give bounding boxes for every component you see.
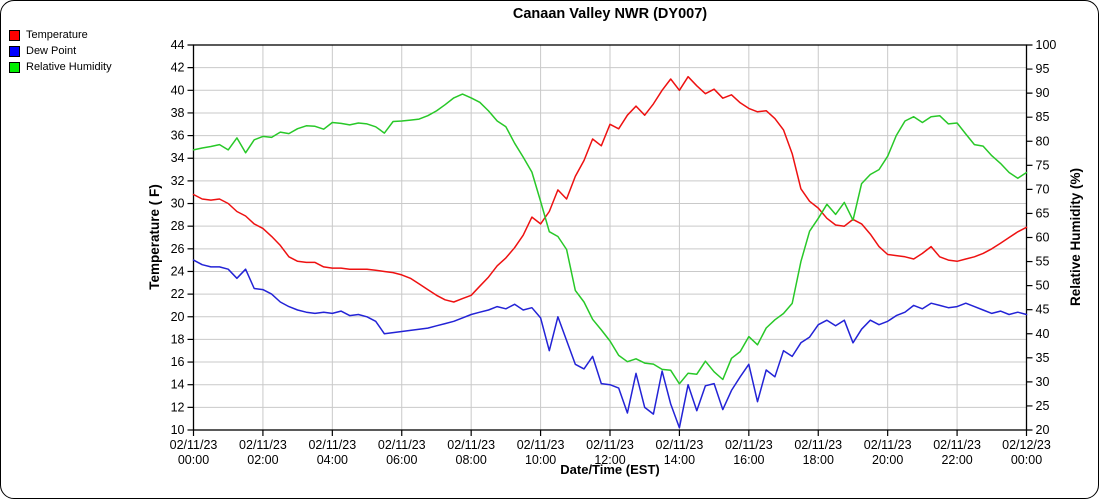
x-tick-time-label: 06:00 (386, 453, 417, 467)
x-tick-date-label: 02/11/23 (308, 438, 356, 452)
x-tick-date-label: 02/11/23 (864, 438, 912, 452)
x-tick-date-label: 02/11/23 (725, 438, 773, 452)
y-right-tick-label: 95 (1036, 62, 1050, 76)
x-tick-time-label: 14:00 (664, 453, 695, 467)
y-right-tick-label: 100 (1036, 38, 1057, 52)
legend-label-relative-humidity: Relative Humidity (26, 61, 112, 73)
y-left-tick-label: 16 (171, 355, 185, 369)
y-right-tick-label: 20 (1036, 423, 1050, 437)
x-tick-date-label: 02/11/23 (656, 438, 704, 452)
y-right-tick-label: 90 (1036, 86, 1050, 100)
y-left-tick-label: 44 (171, 38, 185, 52)
x-axis-label: Date/Time (EST) (560, 462, 660, 477)
y-left-tick-label: 36 (171, 129, 185, 143)
y-left-tick-label: 34 (171, 151, 185, 165)
y-right-tick-label: 30 (1036, 375, 1050, 389)
relative-humidity-series (192, 93, 1028, 385)
y-right-tick-label: 25 (1036, 399, 1050, 413)
x-tick-time-label: 20:00 (872, 453, 903, 467)
axis-ticks (187, 44, 1033, 436)
y-left-tick-label: 20 (171, 310, 185, 324)
x-tick-time-label: 12:00 (594, 453, 625, 467)
x-tick-time-label: 00:00 (1011, 453, 1042, 467)
y-left-tick-label: 18 (171, 332, 185, 346)
x-tick-date-label: 02/11/23 (517, 438, 565, 452)
legend-item-dew-point: Dew Point (9, 43, 112, 59)
y-right-tick-label: 80 (1036, 134, 1050, 148)
legend-item-temperature: Temperature (9, 27, 112, 43)
x-tick-date-label: 02/11/23 (170, 438, 218, 452)
y-right-tick-label: 85 (1036, 110, 1050, 124)
x-tick-date-label: 02/11/23 (239, 438, 287, 452)
x-tick-time-label: 16:00 (733, 453, 764, 467)
legend-item-relative-humidity: Relative Humidity (9, 59, 112, 75)
y-left-tick-label: 28 (171, 219, 185, 233)
legend: Temperature Dew Point Relative Humidity (9, 27, 112, 75)
x-tick-time-label: 08:00 (456, 453, 487, 467)
dew-point-series (192, 259, 1028, 429)
x-tick-time-label: 10:00 (525, 453, 556, 467)
temperature-swatch-icon (9, 29, 20, 41)
x-tick-time-label: 18:00 (803, 453, 834, 467)
y-left-tick-label: 14 (171, 378, 185, 392)
x-tick-date-label: 02/11/23 (378, 438, 426, 452)
y-left-tick-label: 40 (171, 83, 185, 97)
y-right-tick-label: 50 (1036, 279, 1050, 293)
y-left-tick-label: 38 (171, 106, 185, 120)
y-right-tick-label: 60 (1036, 231, 1050, 245)
x-tick-time-label: 04:00 (317, 453, 348, 467)
x-tick-date-label: 02/11/23 (933, 438, 981, 452)
y-right-tick-label: 70 (1036, 182, 1050, 196)
relative-humidity-swatch-icon (9, 61, 20, 73)
dew-point-swatch-icon (9, 45, 20, 57)
gridlines (193, 45, 1027, 430)
x-tick-date-label: 02/12/23 (1002, 438, 1051, 452)
x-tick-date-label: 02/11/23 (794, 438, 842, 452)
y-left-tick-label: 24 (171, 264, 185, 278)
y-left-tick-label: 26 (171, 242, 185, 256)
x-tick-date-label: 02/11/23 (586, 438, 634, 452)
y-left-tick-label: 12 (171, 400, 185, 414)
y-right-tick-label: 65 (1036, 206, 1050, 220)
y-left-tick-label: 22 (171, 287, 185, 301)
chart-title: Canaan Valley NWR (DY007) (512, 6, 708, 22)
y-right-tick-label: 75 (1036, 158, 1050, 172)
x-tick-time-label: 02:00 (247, 453, 278, 467)
tick-labels: 44 42 40 38 36 34 32 30 28 26 24 22 20 18 16 14 12 10 100 9… (170, 38, 1057, 467)
y-right-tick-label: 55 (1036, 255, 1050, 269)
x-tick-time-label: 00:00 (178, 453, 209, 467)
legend-label-dew-point: Dew Point (26, 45, 77, 57)
y-left-tick-label: 32 (171, 174, 185, 188)
temperature-series (192, 75, 1028, 303)
legend-label-temperature: Temperature (26, 29, 88, 41)
y-right-tick-label: 45 (1036, 303, 1050, 317)
y-left-tick-label: 30 (171, 197, 185, 211)
y-left-tick-label: 10 (171, 423, 185, 437)
x-tick-time-label: 22:00 (941, 453, 972, 467)
y-right-tick-label: 35 (1036, 351, 1050, 365)
x-tick-date-label: 02/11/23 (447, 438, 495, 452)
plot-border (192, 44, 1028, 431)
y-left-tick-label: 42 (171, 61, 185, 75)
y-right-tick-label: 40 (1036, 327, 1050, 341)
